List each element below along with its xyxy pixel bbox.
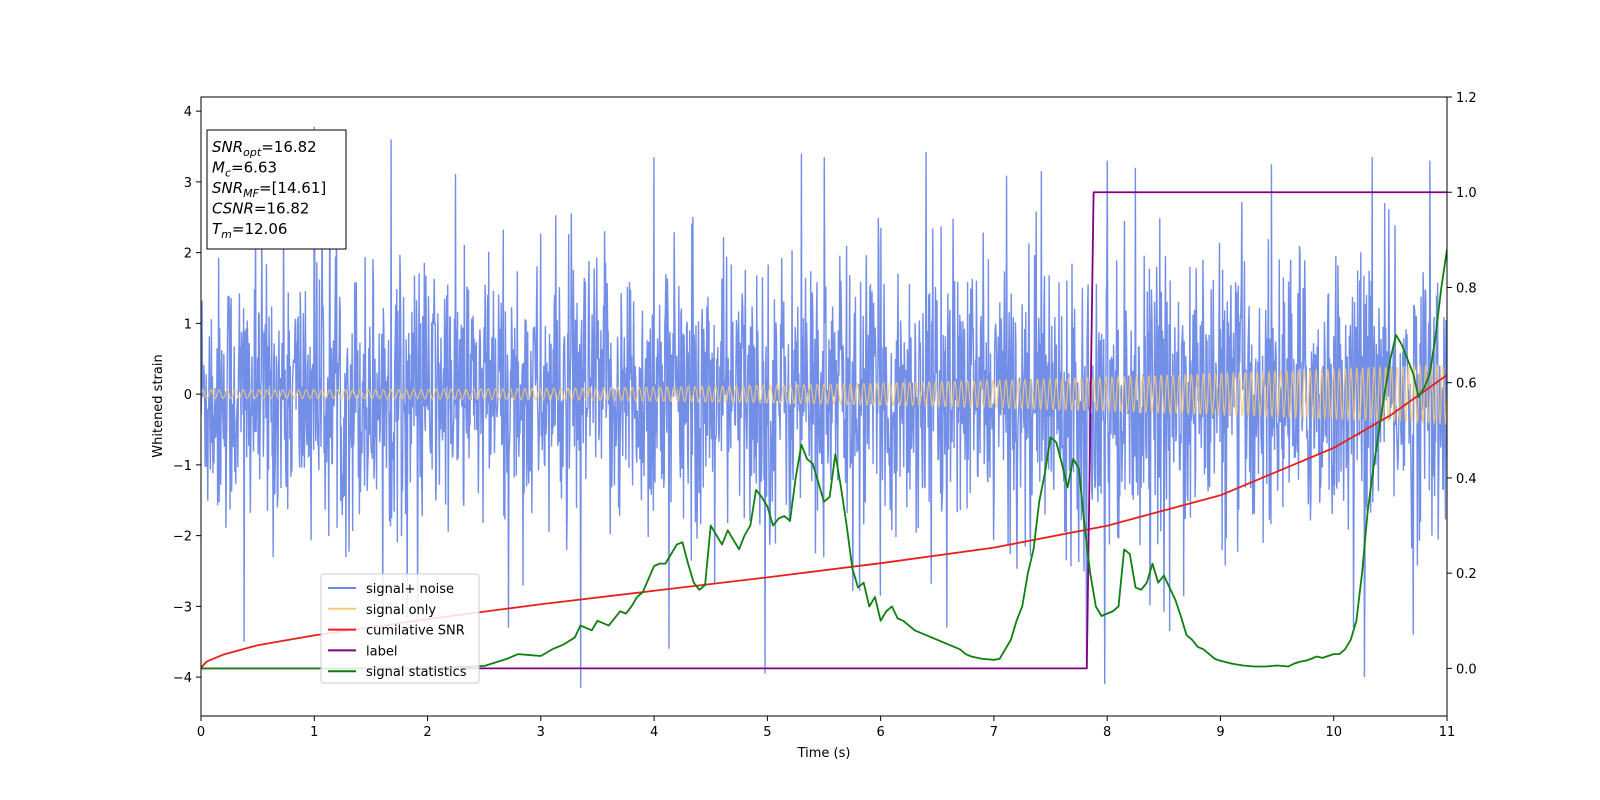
y-axis-left: −4 −3 −2 −1 0 1 2 3 4: [173, 105, 201, 686]
x-axis: 0 1 2 3 4 5 6 7 8 9 10 11: [197, 716, 1455, 740]
signal-noise-series: [201, 126, 1447, 688]
info-symbol: SNR: [212, 179, 243, 197]
y-tick-label-right: 0.6: [1456, 377, 1477, 392]
x-tick-label: 8: [1103, 725, 1111, 740]
info-symbol: SNR: [212, 138, 243, 156]
info-box-frame: [206, 129, 347, 250]
line-series-group: [201, 191, 1447, 670]
y-tick-label-left: 1: [184, 317, 192, 332]
cumilative-snr-line: [201, 374, 1447, 669]
info-symbol: M: [212, 159, 225, 177]
info-line: CSNR=16.82: [212, 200, 309, 218]
legend-label: label: [366, 644, 397, 659]
info-line: Mc=6.63: [212, 159, 277, 180]
info-value: =[14.61]: [259, 179, 326, 197]
x-tick-label: 5: [763, 725, 771, 740]
x-tick-label: 1: [310, 725, 318, 740]
x-tick-label: 7: [990, 725, 998, 740]
y-tick-label-right: 0.4: [1456, 472, 1477, 487]
legend-label: signal only: [366, 603, 436, 618]
info-symbol: T: [212, 220, 223, 238]
legend-label: signal+ noise: [366, 582, 454, 597]
info-line: Tm=12.06: [212, 220, 287, 241]
x-tick-label: 11: [1439, 725, 1456, 740]
x-tick-label: 9: [1216, 725, 1224, 740]
y-tick-label-left: −1: [173, 459, 192, 474]
x-axis-label: Time (s): [797, 746, 851, 761]
x-tick-label: 3: [537, 725, 545, 740]
y-tick-label-right: 0.8: [1456, 281, 1477, 296]
x-tick-label: 6: [876, 725, 884, 740]
info-symbol: CSNR: [212, 200, 254, 218]
info-subscript: c: [225, 167, 231, 180]
x-tick-label: 4: [650, 725, 658, 740]
legend-frame: [320, 573, 480, 684]
y-tick-label-right: 1.0: [1456, 186, 1477, 201]
legend-label: signal statistics: [366, 665, 467, 680]
signal-statistics-line: [201, 249, 1447, 670]
info-value: =6.63: [231, 159, 277, 177]
signal-only-line: [201, 362, 1447, 426]
plot-area: [201, 126, 1447, 688]
info-value: =16.82: [254, 200, 310, 218]
y-tick-label-left: 3: [184, 176, 192, 191]
y-axis-label: Whitened strain: [151, 354, 166, 457]
y-tick-label-left: 2: [184, 247, 192, 262]
y-tick-label-left: 4: [184, 105, 192, 120]
y-tick-label-right: 0.0: [1456, 662, 1477, 677]
info-subscript: MF: [243, 187, 259, 200]
info-subscript: opt: [243, 146, 262, 159]
info-subscript: m: [221, 228, 232, 241]
legend: signal+ noise signal only cumilative SNR la…: [320, 573, 480, 684]
signal-only-series: [201, 362, 1447, 426]
info-value: =16.82: [261, 138, 317, 156]
snr-info-box: SNRopt=16.82Mc=6.63SNRMF=[14.61]CSNR=16.…: [206, 129, 347, 250]
y-tick-label-left: −2: [173, 530, 192, 545]
info-line: SNRMF=[14.61]: [212, 179, 326, 200]
x-tick-label: 10: [1325, 725, 1342, 740]
y-tick-label-right: 1.2: [1456, 91, 1477, 106]
y-tick-label-left: 0: [184, 388, 192, 403]
info-value: =12.06: [232, 220, 288, 238]
legend-label: cumilative SNR: [366, 624, 465, 639]
signal-noise-line: [201, 126, 1447, 688]
x-tick-label: 2: [423, 725, 431, 740]
label-line: [201, 191, 1447, 670]
y-tick-label-left: −3: [173, 600, 192, 615]
plot-frame: [200, 96, 1448, 717]
y-tick-label-right: 0.2: [1456, 567, 1477, 582]
y-axis-right: 0.0 0.2 0.4 0.6 0.8 1.0 1.2: [1447, 91, 1477, 677]
x-tick-label: 0: [197, 725, 205, 740]
info-line: SNRopt=16.82: [212, 138, 317, 159]
y-tick-label-left: −4: [173, 671, 192, 686]
